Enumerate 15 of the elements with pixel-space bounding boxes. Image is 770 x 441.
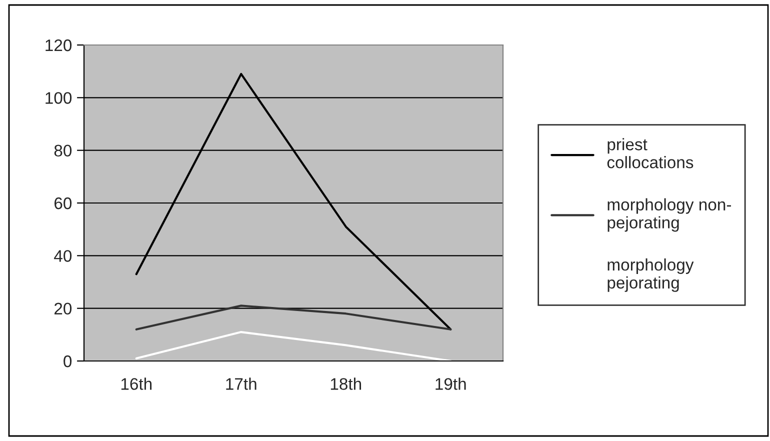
x-tick-label: 17th	[226, 378, 256, 390]
y-tick-label: 120	[46, 39, 72, 52]
y-tick-label: 40	[54, 250, 72, 262]
text: morphology pejorating	[608, 258, 694, 292]
y-tick-label: 80	[54, 144, 72, 157]
legend-label: priest collocations	[607, 138, 694, 168]
y-tick-label: 60	[54, 197, 72, 210]
y-tick-label: 100	[46, 92, 72, 104]
x-tick-label: 16th	[121, 378, 152, 390]
y-tick-label: 0	[64, 355, 72, 368]
legend-label: morphology non-pejorating	[608, 198, 731, 232]
x-tick-label: 19th	[436, 378, 466, 390]
x-tick-label: 18th	[330, 378, 362, 390]
line-series	[135, 330, 452, 361]
y-tick-label: 20	[54, 302, 72, 315]
